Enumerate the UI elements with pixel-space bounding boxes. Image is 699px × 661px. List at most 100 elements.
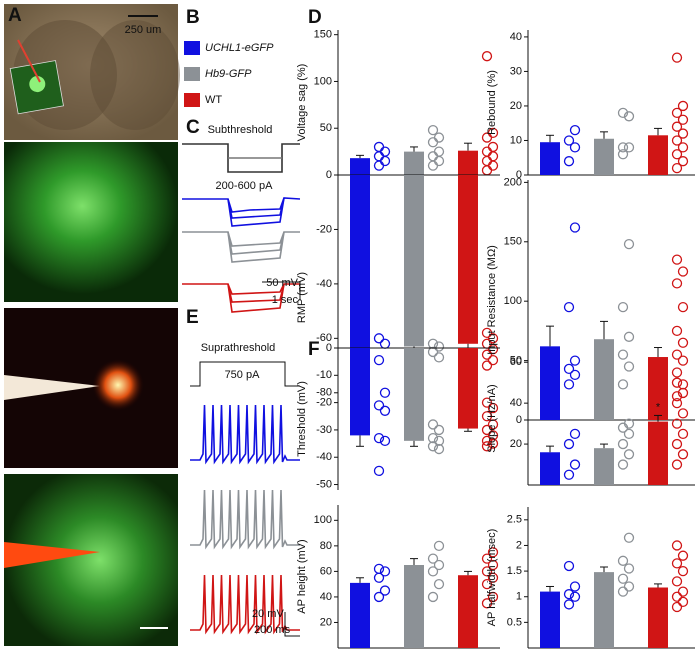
data-point <box>427 160 439 171</box>
data-point <box>677 387 689 399</box>
data-point <box>379 435 391 446</box>
bar <box>594 448 614 485</box>
data-point <box>677 142 689 153</box>
trace <box>182 231 300 247</box>
data-point <box>671 349 683 360</box>
data-point <box>671 107 683 119</box>
data-point <box>617 555 629 566</box>
bar <box>540 591 560 648</box>
data-point <box>671 398 683 409</box>
scale-label: 50 mV <box>266 277 298 289</box>
data-point <box>373 465 385 477</box>
data-point <box>677 586 689 597</box>
data-point <box>487 591 499 603</box>
data-point <box>433 146 445 157</box>
y-tick-label: 1 <box>516 591 522 603</box>
panel-label: C <box>186 117 200 138</box>
data-point <box>481 146 493 157</box>
data-point <box>427 441 439 452</box>
data-point <box>481 155 493 167</box>
y-axis-label: Input Resistance (MΩ) <box>486 245 498 355</box>
data-point <box>487 430 499 441</box>
data-point <box>427 553 439 564</box>
trace-title: Subthreshold <box>208 124 273 136</box>
data-point <box>487 141 499 153</box>
panel-label: D <box>308 7 322 28</box>
data-point <box>427 151 439 162</box>
trace <box>190 404 300 465</box>
data-point <box>623 428 635 439</box>
data-point <box>569 222 581 233</box>
data-point <box>677 428 689 439</box>
y-tick-label: 0 <box>516 414 522 426</box>
data-point <box>563 469 575 480</box>
data-point <box>623 563 635 574</box>
data-point <box>373 591 385 603</box>
data-point <box>487 151 499 162</box>
trace <box>227 283 285 313</box>
data-point <box>373 141 385 153</box>
data-point <box>487 438 499 449</box>
bar <box>458 348 478 429</box>
data-point <box>617 301 629 313</box>
y-tick-label: 40 <box>320 591 332 603</box>
data-point <box>433 424 445 436</box>
bar <box>404 565 424 648</box>
bar <box>540 346 560 420</box>
data-point <box>379 405 391 416</box>
data-point <box>677 128 689 139</box>
scale-label: 1 sec <box>272 294 299 306</box>
data-point <box>623 532 635 543</box>
data-point <box>677 301 689 313</box>
data-point <box>677 408 689 419</box>
data-point <box>569 591 581 602</box>
panel-label: A <box>8 5 22 26</box>
bar <box>350 158 370 175</box>
bar <box>458 175 478 344</box>
data-point <box>481 327 493 339</box>
data-point <box>671 438 683 450</box>
y-tick-label: 0 <box>326 342 332 354</box>
data-point <box>617 438 629 450</box>
data-point <box>481 553 493 564</box>
data-point <box>617 349 629 360</box>
data-point <box>433 341 445 352</box>
bar <box>350 175 370 352</box>
data-point <box>569 355 581 366</box>
data-point <box>487 344 499 355</box>
data-point <box>677 379 689 390</box>
data-point <box>379 585 391 596</box>
legend-swatch <box>184 41 200 55</box>
y-tick-label: -50 <box>316 478 332 490</box>
data-point <box>487 572 499 583</box>
data-point <box>563 589 575 600</box>
data-point <box>671 601 683 613</box>
data-point <box>427 124 439 136</box>
data-point <box>373 432 385 444</box>
data-point <box>427 419 439 430</box>
data-point <box>677 266 689 277</box>
data-point <box>671 135 683 146</box>
bar <box>350 348 370 436</box>
data-point <box>379 338 391 349</box>
data-point <box>487 419 499 430</box>
y-tick-label: -20 <box>316 223 332 235</box>
trace-title: Suprathreshold <box>201 342 276 354</box>
data-point <box>623 418 635 429</box>
data-point <box>379 387 391 398</box>
data-point <box>481 566 493 577</box>
data-point <box>677 156 689 167</box>
data-point <box>427 566 439 577</box>
data-point <box>563 560 575 572</box>
y-tick-label: 100 <box>314 75 332 87</box>
bar <box>404 348 424 441</box>
legend-swatch <box>184 93 200 107</box>
data-point <box>481 165 493 176</box>
data-point <box>487 160 499 171</box>
data-point <box>677 596 689 608</box>
data-point <box>433 352 445 363</box>
y-tick-label: 2.5 <box>507 514 522 526</box>
y-tick-label: 0 <box>516 169 522 181</box>
data-point <box>671 162 683 174</box>
trace <box>182 283 300 295</box>
